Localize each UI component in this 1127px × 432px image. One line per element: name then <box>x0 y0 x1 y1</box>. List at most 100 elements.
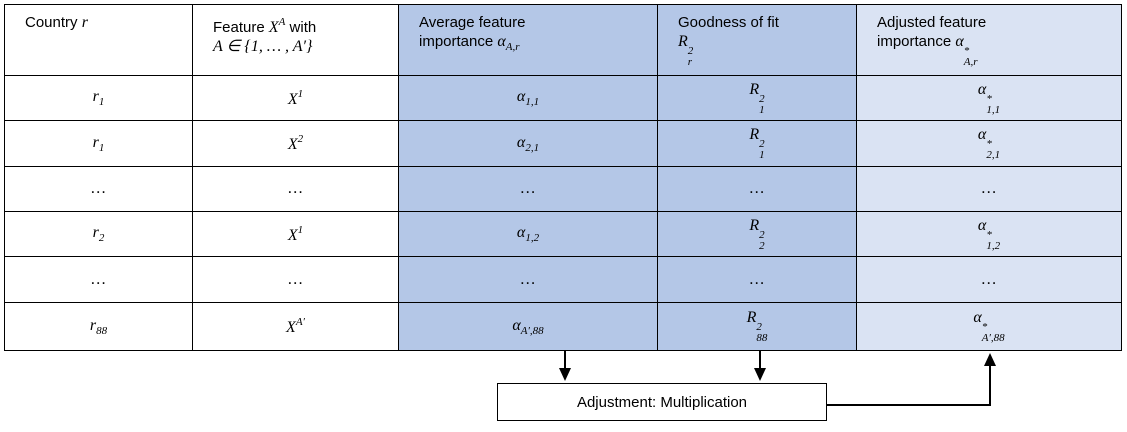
superscript: 2 <box>297 133 304 145</box>
cell: … <box>658 257 857 303</box>
cell: … <box>399 167 658 212</box>
box-label: Adjustment: Multiplication <box>576 393 748 411</box>
cell-content: … <box>91 271 105 289</box>
math: X <box>286 319 296 336</box>
header-cell: Goodness of fit R 2 r <box>658 4 857 76</box>
subscript: 1 <box>759 103 765 116</box>
superscript: 2 <box>759 92 765 105</box>
math: α <box>977 80 987 98</box>
math: X <box>287 226 298 244</box>
superscript: 2 <box>759 138 765 150</box>
text: Average feature <box>419 14 526 31</box>
superscript: * <box>986 138 992 150</box>
cell: … <box>193 167 399 212</box>
subscript: 88 <box>756 332 768 344</box>
cell: α * A′,88 <box>857 303 1122 351</box>
cell: α * 2,1 <box>857 121 1122 167</box>
cell: … <box>193 257 399 303</box>
header-line: Feature XA with <box>213 13 398 37</box>
math: … <box>749 270 765 288</box>
superscript: 2 <box>759 228 765 241</box>
header-cell: Average feature importance αA,r <box>399 4 658 76</box>
subscript: 1,1 <box>986 103 1001 116</box>
cell-content: … <box>750 271 764 289</box>
cell-content: α1,2 <box>517 224 539 244</box>
cell-content: X1 <box>288 224 303 245</box>
subscript: 2 <box>98 232 105 244</box>
cell-content: … <box>288 180 302 198</box>
text: Goodness of fit <box>678 14 779 31</box>
cell-content: X2 <box>288 133 303 154</box>
arrowhead <box>754 368 766 381</box>
math: … <box>749 180 765 197</box>
cell: … <box>857 167 1122 212</box>
cell-content: … <box>288 271 302 289</box>
subscript: 1 <box>98 96 105 108</box>
math: … <box>288 270 303 288</box>
cell-content: r88 <box>90 317 107 337</box>
arrowhead <box>984 353 996 366</box>
superscript: * <box>986 228 992 241</box>
cell: α2,1 <box>399 121 658 167</box>
subscript: 1,1 <box>525 96 540 108</box>
math: α <box>977 126 987 143</box>
script-stack: * 2,1 <box>986 139 1000 161</box>
math: … <box>91 270 106 288</box>
math: R <box>749 216 760 234</box>
cell: R 2 88 <box>658 303 857 351</box>
math: X <box>268 19 279 36</box>
header-line: Goodness of fit <box>678 13 856 32</box>
math: α <box>512 316 521 334</box>
subscript: 1 <box>759 149 765 161</box>
text: Feature <box>213 19 269 36</box>
cell-content: … <box>750 180 764 198</box>
subscript: 2,1 <box>986 149 1001 161</box>
cell-content: αA′,88 <box>512 317 543 337</box>
header-line: importance α * A,r <box>877 32 1121 68</box>
subscript: 2,1 <box>525 141 540 154</box>
cell-content: α * 2,1 <box>978 126 1000 161</box>
header-cell: Feature XA with A ∈ {1, … , A′} <box>193 4 399 76</box>
cell-content: r1 <box>93 88 105 108</box>
math: X <box>287 136 298 153</box>
arrowhead <box>559 368 571 381</box>
cell: … <box>857 257 1122 303</box>
cell: XA′ <box>193 303 399 351</box>
subscript: A′,88 <box>981 332 1005 344</box>
superscript: * <box>963 45 970 57</box>
math: … <box>981 270 997 288</box>
cell: … <box>399 257 658 303</box>
math: r <box>92 224 99 241</box>
cell: α * 1,1 <box>857 76 1122 121</box>
cell: X2 <box>193 121 399 167</box>
cell-content: r1 <box>93 134 105 154</box>
math: r <box>92 133 99 151</box>
math: R <box>746 309 757 326</box>
math: α <box>516 133 526 151</box>
math: A ∈ {1, … , A′} <box>213 38 313 55</box>
math: α <box>955 33 964 50</box>
math: r <box>81 14 88 31</box>
script-stack: * 1,1 <box>986 93 1001 116</box>
arrow <box>827 365 991 406</box>
cell: … <box>4 257 193 303</box>
superscript: 2 <box>687 45 694 57</box>
cell-content: α1,1 <box>517 88 539 108</box>
cell: r1 <box>4 76 193 121</box>
text: Adjusted feature <box>877 14 987 31</box>
cell-content: … <box>982 180 996 198</box>
subscript: 2 <box>759 239 765 252</box>
cell-content: … <box>521 180 535 198</box>
cell-content: … <box>91 180 105 198</box>
math: … <box>520 270 536 288</box>
